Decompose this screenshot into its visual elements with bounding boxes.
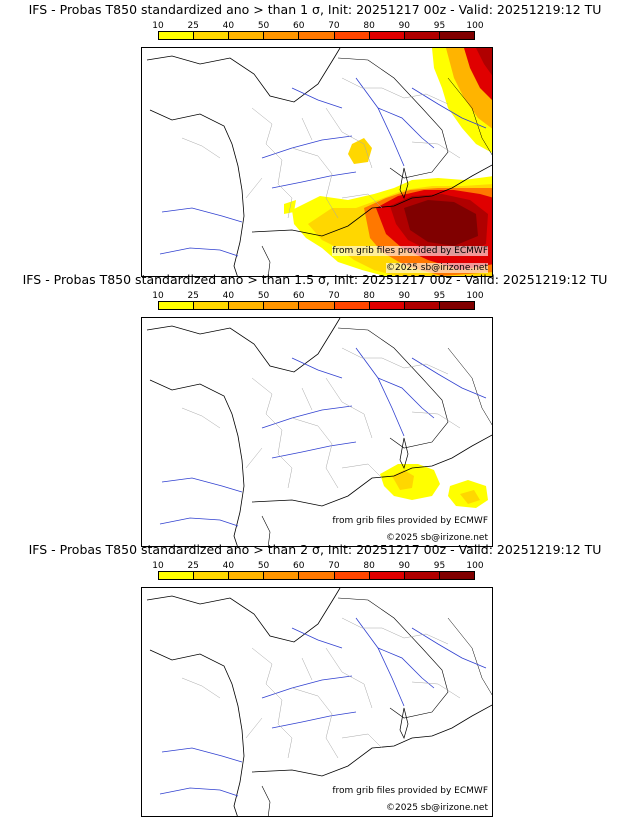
- map-canvas: [146, 318, 492, 546]
- map-canvas: [146, 588, 492, 816]
- colorbar-segment: [299, 32, 335, 39]
- panel-2: IFS - Probas T850 standardized ano > tha…: [0, 270, 630, 547]
- map-frame: from grib files provided by ECMWF ©2025 …: [141, 47, 493, 277]
- legend-tick: 70: [328, 21, 340, 31]
- legend-tick: 60: [293, 21, 305, 31]
- probability-field: [284, 48, 492, 276]
- legend-tick: 60: [293, 561, 305, 571]
- panel-1: IFS - Probas T850 standardized ano > tha…: [0, 0, 630, 277]
- legend-tick: 80: [363, 561, 375, 571]
- panel-title: IFS - Probas T850 standardized ano > tha…: [28, 2, 602, 17]
- copyright-credit: ©2025 sb@irizone.net: [386, 263, 488, 273]
- legend-tick: 25: [187, 21, 199, 31]
- legend-tick: 100: [466, 291, 484, 301]
- colorbar-segment: [159, 32, 195, 39]
- legend-tick: 95: [433, 291, 446, 301]
- legend-tick: 100: [466, 21, 484, 31]
- legend-tick: 70: [328, 291, 340, 301]
- colorbar-segment: [264, 302, 300, 309]
- panel-title: IFS - Probas T850 standardized ano > tha…: [22, 272, 608, 287]
- legend-tick: 25: [187, 561, 199, 571]
- colorbar-segment: [299, 302, 335, 309]
- legend-tick: 95: [433, 561, 446, 571]
- colorbar-segment: [334, 572, 370, 579]
- legend-ticks: 10 25 40 50 60 70 80 90 95 100: [152, 21, 483, 31]
- map-frame: from grib files provided by ECMWF ©2025 …: [141, 317, 493, 547]
- legend-tick: 10: [152, 291, 164, 301]
- colorbar-segment: [264, 572, 300, 579]
- data-source-credit: from grib files provided by ECMWF: [332, 786, 488, 796]
- legend-colorbar: [158, 31, 475, 40]
- map-canvas: [146, 48, 492, 276]
- legend-ticks: 10 25 40 50 60 70 80 90 95 100: [152, 291, 483, 301]
- legend-tick: 50: [257, 561, 270, 571]
- colorbar-segment: [369, 572, 405, 579]
- legend-tick: 40: [222, 21, 235, 31]
- panel-title: IFS - Probas T850 standardized ano > tha…: [28, 542, 602, 557]
- probability-field: [380, 464, 488, 508]
- legend-tick: 80: [363, 21, 375, 31]
- colorbar-segment: [194, 302, 230, 309]
- colorbar-segment: [439, 572, 474, 579]
- data-source-credit: from grib files provided by ECMWF: [332, 516, 488, 526]
- legend-tick: 10: [152, 21, 164, 31]
- colorbar-segment: [404, 302, 440, 309]
- legend-tick: 40: [222, 291, 235, 301]
- colorbar-segment: [404, 572, 440, 579]
- legend-tick: 50: [257, 21, 270, 31]
- colorbar-segment: [194, 572, 230, 579]
- colorbar-segment: [404, 32, 440, 39]
- colorbar-segment: [369, 32, 405, 39]
- copyright-credit: ©2025 sb@irizone.net: [386, 533, 488, 543]
- colorbar-segment: [299, 572, 335, 579]
- data-source-credit: from grib files provided by ECMWF: [332, 246, 488, 256]
- copyright-credit: ©2025 sb@irizone.net: [386, 803, 488, 813]
- legend-colorbar: [158, 571, 475, 580]
- legend-tick: 25: [187, 291, 199, 301]
- legend-tick: 90: [398, 291, 411, 301]
- colorbar-segment: [369, 302, 405, 309]
- colorbar-segment: [159, 572, 195, 579]
- legend-tick: 80: [363, 291, 375, 301]
- colorbar-segment: [264, 32, 300, 39]
- legend-tick: 40: [222, 561, 235, 571]
- legend-colorbar: [158, 301, 475, 310]
- legend-tick: 70: [328, 561, 340, 571]
- colorbar-segment: [159, 302, 195, 309]
- panel-3: IFS - Probas T850 standardized ano > tha…: [0, 540, 630, 817]
- map-frame: from grib files provided by ECMWF ©2025 …: [141, 587, 493, 817]
- legend-tick: 60: [293, 291, 305, 301]
- colorbar-segment: [334, 302, 370, 309]
- legend-tick: 100: [466, 561, 484, 571]
- legend-tick: 90: [398, 21, 411, 31]
- legend-tick: 95: [433, 21, 446, 31]
- legend-ticks: 10 25 40 50 60 70 80 90 95 100: [152, 561, 483, 571]
- colorbar-segment: [439, 302, 474, 309]
- legend-tick: 50: [257, 291, 270, 301]
- colorbar-segment: [229, 32, 265, 39]
- colorbar-segment: [229, 302, 265, 309]
- colorbar-segment: [229, 572, 265, 579]
- colorbar-segment: [439, 32, 474, 39]
- legend-tick: 90: [398, 561, 411, 571]
- colorbar-segment: [334, 32, 370, 39]
- colorbar-segment: [194, 32, 230, 39]
- legend-tick: 10: [152, 561, 164, 571]
